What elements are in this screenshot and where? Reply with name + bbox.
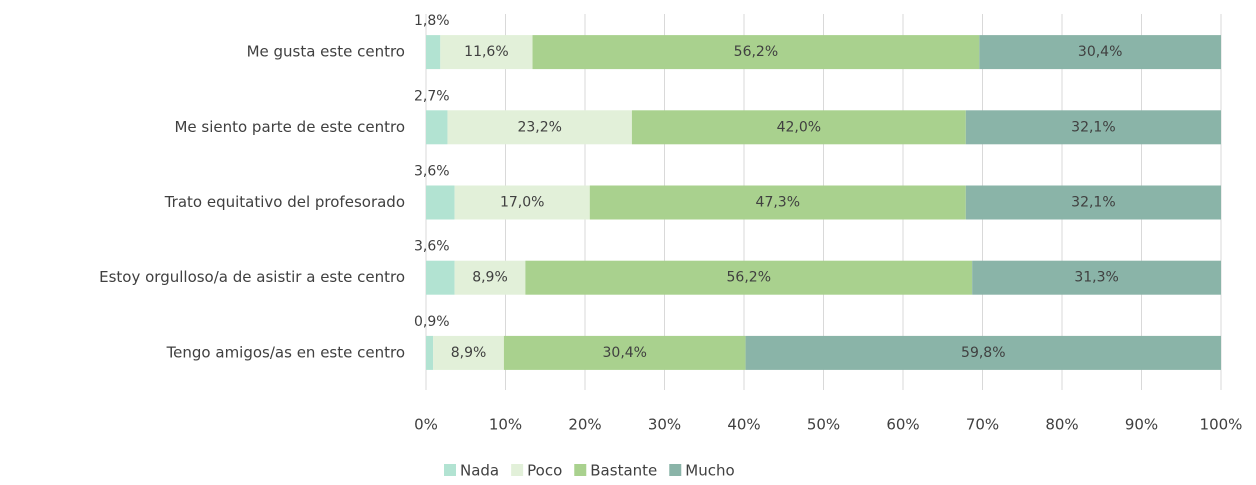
data-label: 47,3%: [756, 195, 800, 211]
x-tick-label: 70%: [966, 416, 999, 434]
legend-label: Nada: [460, 462, 499, 480]
x-tick-label: 60%: [886, 416, 919, 434]
data-label: 59,8%: [961, 345, 1005, 361]
x-tick-label: 30%: [648, 416, 681, 434]
data-label: 56,2%: [734, 44, 778, 60]
x-tick-label: 20%: [568, 416, 601, 434]
bar-segment: [965, 185, 1221, 220]
data-label: 2,7%: [414, 88, 450, 104]
bar-segment: [589, 185, 966, 220]
data-label: 42,0%: [777, 119, 821, 135]
data-label: 3,6%: [414, 239, 450, 255]
data-label: 8,9%: [451, 345, 487, 361]
x-tick-label: 80%: [1045, 416, 1078, 434]
x-tick-label: 50%: [807, 416, 840, 434]
bar-segment: [426, 260, 455, 295]
bar-segment: [965, 110, 1221, 145]
data-label: 32,1%: [1071, 195, 1115, 211]
category-label: Trato equitativo del profesorado: [164, 193, 405, 211]
legend-swatch: [444, 464, 456, 476]
legend-swatch: [511, 464, 524, 476]
legend-label: Mucho: [685, 462, 734, 480]
bar-segment: [454, 260, 526, 295]
data-label: 11,6%: [464, 44, 508, 60]
x-tick-label: 40%: [727, 416, 760, 434]
bar-segment: [447, 110, 632, 145]
x-tick-label: 10%: [489, 416, 522, 434]
category-label: Estoy orgulloso/a de asistir a este cent…: [99, 268, 405, 286]
bar-segment: [745, 335, 1221, 370]
bar-segment: [972, 260, 1221, 295]
data-label: 31,3%: [1074, 270, 1118, 286]
data-label: 23,2%: [517, 119, 561, 135]
category-label: Tengo amigos/as en este centro: [166, 343, 405, 361]
data-label: 1,8%: [414, 13, 450, 29]
data-label: 3,6%: [414, 164, 450, 180]
legend-swatch: [574, 464, 587, 476]
bar-segment: [525, 260, 973, 295]
x-tick-label: 100%: [1200, 416, 1243, 434]
bar-segment: [426, 335, 434, 370]
bar-segment: [532, 35, 980, 70]
bar-segment: [426, 110, 448, 145]
data-label: 17,0%: [500, 195, 544, 211]
legend-swatch: [669, 464, 682, 476]
data-label: 56,2%: [727, 270, 771, 286]
legend-label: Bastante: [590, 462, 657, 480]
data-label: 30,4%: [1078, 44, 1122, 60]
data-label: 8,9%: [472, 270, 508, 286]
bar-segment: [440, 35, 533, 70]
category-label: Me siento parte de este centro: [174, 118, 405, 136]
legend-label: Poco: [527, 462, 562, 480]
data-label: 32,1%: [1071, 119, 1115, 135]
bar-segment: [979, 35, 1221, 70]
x-tick-label: 90%: [1125, 416, 1158, 434]
bar-segment: [454, 185, 590, 220]
bar-segment: [426, 35, 441, 70]
bar-segment: [631, 110, 966, 145]
bar-segment: [433, 335, 504, 370]
x-tick-label: 0%: [414, 416, 438, 434]
bar-segment: [503, 335, 746, 370]
data-label: 30,4%: [603, 345, 647, 361]
bar-segment: [426, 185, 455, 220]
data-label: 0,9%: [414, 314, 450, 330]
category-label: Me gusta este centro: [247, 43, 405, 61]
